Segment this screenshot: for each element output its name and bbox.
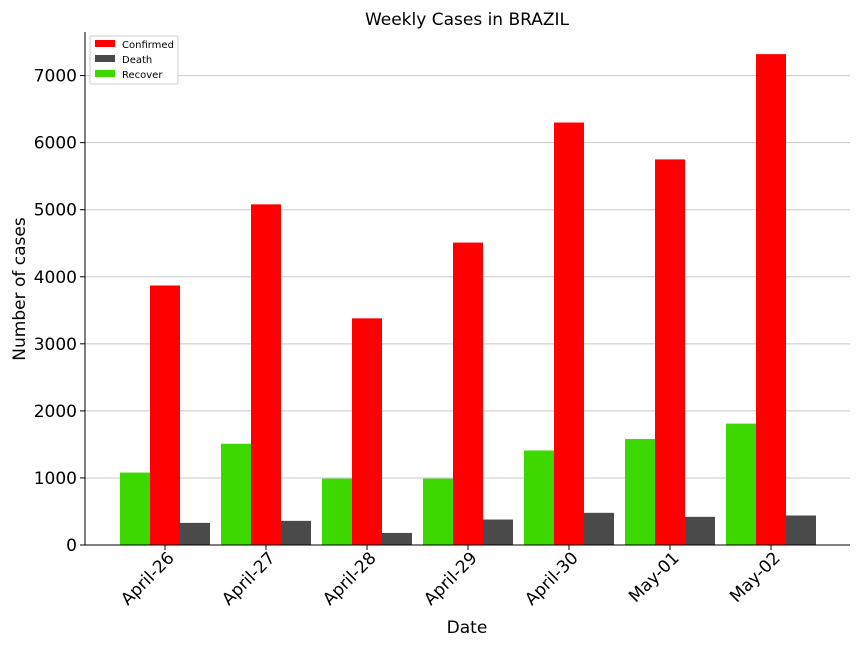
bar-confirmed-april-30 — [554, 122, 584, 545]
y-tick-label: 3000 — [34, 335, 77, 355]
bar-confirmed-april-27 — [251, 204, 281, 545]
bar-death-may-02 — [786, 515, 816, 545]
bar-recover-may-01 — [625, 439, 655, 545]
bar-recover-may-02 — [726, 423, 756, 545]
bar-confirmed-april-28 — [352, 318, 382, 545]
bar-confirmed-may-02 — [756, 54, 786, 545]
bar-death-april-27 — [281, 520, 311, 545]
legend-label-death: Death — [122, 55, 152, 66]
legend-label-recover: Recover — [122, 70, 163, 81]
x-tick-label: April-30 — [521, 548, 582, 609]
y-tick-label: 2000 — [34, 402, 77, 422]
legend-swatch-recover — [95, 70, 115, 77]
x-ticks: April-26 April-27 April-28 April-29 April-30… — [117, 545, 785, 610]
bar-death-april-28 — [382, 532, 412, 545]
bars — [120, 54, 816, 546]
y-tick-label: 6000 — [34, 134, 77, 154]
y-axis-label: Number of cases — [10, 217, 30, 361]
bar-recover-april-27 — [221, 443, 251, 545]
x-tick-label: May-02 — [726, 548, 784, 606]
y-tick-label: 7000 — [34, 67, 77, 87]
chart-title: Weekly Cases in BRAZIL — [365, 10, 570, 30]
legend-swatch-death — [95, 55, 115, 62]
legend-swatch-confirmed — [95, 40, 115, 47]
bar-death-april-30 — [584, 512, 614, 545]
y-tick-label: 1000 — [34, 469, 77, 489]
legend: Confirmed Death Recover — [89, 35, 179, 85]
bar-recover-april-30 — [524, 450, 554, 545]
y-tick-label: 4000 — [34, 268, 77, 288]
x-tick-label: April-29 — [420, 548, 481, 609]
y-ticks: 0 1000 2000 3000 4000 5000 6000 7000 — [34, 67, 85, 556]
x-axis-label: Date — [447, 618, 488, 638]
legend-label-confirmed: Confirmed — [122, 40, 174, 51]
bar-confirmed-april-26 — [150, 285, 180, 545]
bar-confirmed-may-01 — [655, 159, 685, 546]
x-tick-label: April-26 — [117, 548, 178, 609]
bar-confirmed-april-29 — [453, 242, 483, 546]
y-tick-label: 5000 — [34, 201, 77, 221]
x-tick-label: April-28 — [319, 548, 380, 609]
bar-death-april-29 — [483, 519, 513, 545]
x-tick-label: April-27 — [218, 548, 279, 609]
bar-recover-april-26 — [120, 472, 150, 545]
y-tick-label: 0 — [66, 536, 77, 556]
bar-death-april-26 — [180, 522, 210, 545]
bar-recover-april-29 — [423, 478, 453, 545]
bar-recover-april-28 — [322, 478, 352, 545]
bar-death-may-01 — [685, 516, 715, 545]
x-tick-label: May-01 — [625, 548, 683, 606]
